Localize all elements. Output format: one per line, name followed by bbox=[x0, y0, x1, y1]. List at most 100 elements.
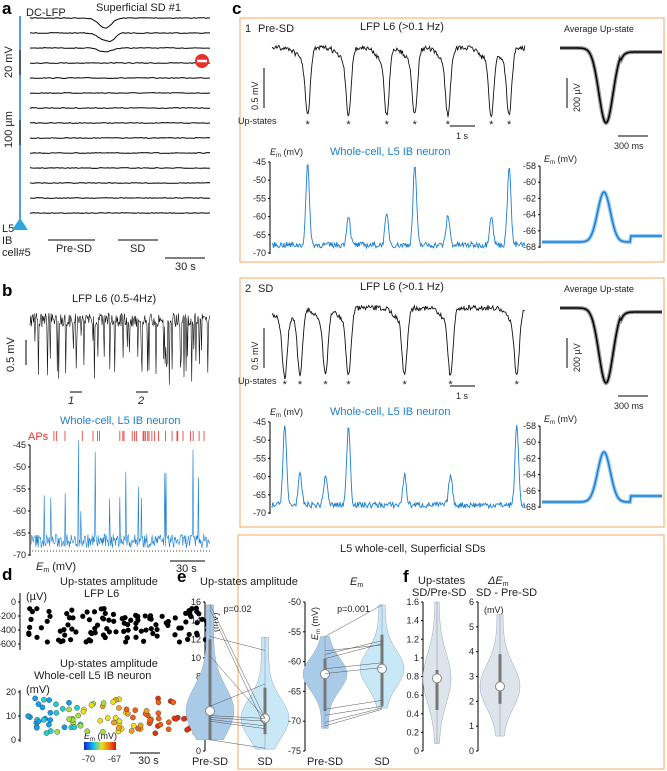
wc-amplitude-point bbox=[165, 726, 172, 733]
wc-amplitude-point bbox=[173, 716, 179, 722]
y-tick-label: -55 bbox=[253, 453, 266, 463]
e2-y-tick-label: -70 bbox=[288, 716, 301, 726]
wc-amplitude-point bbox=[155, 699, 162, 706]
mark-1: 1 bbox=[68, 395, 74, 407]
lfp-amplitude-point bbox=[176, 639, 183, 645]
avg-y-tick-label: -68 bbox=[523, 502, 536, 512]
dc-lfp-trace bbox=[29, 77, 211, 79]
wc-amplitude-point bbox=[88, 702, 95, 708]
scale-20mv: 20 mV bbox=[3, 46, 15, 78]
lfp-amplitude-point bbox=[119, 615, 125, 622]
d-title1b: LFP L6 bbox=[84, 588, 119, 600]
wc-amplitude-point bbox=[61, 724, 68, 731]
lfp-amplitude-point bbox=[106, 617, 112, 623]
wc-amplitude-point bbox=[157, 721, 164, 728]
lfp-amplitude-point bbox=[88, 630, 94, 636]
up-state-marker: * bbox=[323, 379, 328, 391]
e2-pair-line bbox=[324, 640, 383, 655]
lfp-amplitude-point bbox=[154, 626, 160, 633]
e1-pair-line bbox=[209, 739, 266, 749]
e1-pair-line bbox=[209, 715, 266, 719]
lfp-amplitude-point bbox=[121, 620, 127, 626]
e1-category-label: SD bbox=[257, 756, 272, 768]
wc-amplitude-point bbox=[97, 717, 104, 724]
lfp-amplitude-point bbox=[67, 637, 74, 643]
lfp-amplitude-point bbox=[194, 632, 200, 638]
avg-y-tick-label: -66 bbox=[523, 486, 536, 496]
up-state-marker: * bbox=[306, 119, 311, 131]
panel-c1-upstates-label: Up-states bbox=[238, 116, 277, 126]
y-tick-label: -45 bbox=[253, 157, 266, 167]
lfp-amplitude-point bbox=[104, 625, 110, 632]
lfp-amplitude-point bbox=[65, 622, 71, 628]
f2-title-2: SD - Pre-SD bbox=[476, 587, 537, 599]
lfp-amplitude-point bbox=[165, 618, 171, 625]
time-scale-a: 30 s bbox=[175, 261, 196, 273]
wc-amplitude-point bbox=[66, 716, 72, 722]
panel-c2-box bbox=[239, 277, 665, 528]
f1-y-tick-label: 1.4 bbox=[406, 616, 419, 626]
wc-amplitude-point bbox=[116, 718, 123, 725]
e2-title: Em bbox=[350, 576, 363, 589]
y-tick-label-b: -70 bbox=[13, 550, 26, 560]
wc-amplitude-point bbox=[111, 719, 117, 726]
d-y-tick-label: -400 bbox=[0, 625, 16, 635]
lfp-amplitude-point bbox=[153, 622, 159, 628]
d-title2a: Up-states amplitude bbox=[60, 658, 158, 670]
dc-lfp-trace bbox=[29, 47, 211, 53]
panel-c1-name: Pre-SD bbox=[258, 23, 294, 35]
panel-c2-wc-title: Whole-cell, L5 IB neuron bbox=[330, 406, 450, 418]
wc-amplitude-point bbox=[166, 719, 172, 726]
lfp-amplitude-point bbox=[110, 611, 117, 617]
lfp-amplitude-point bbox=[135, 614, 141, 621]
y-tick-label-b: -65 bbox=[13, 528, 26, 538]
wc-amplitude-point bbox=[35, 718, 42, 725]
avg-upstate-mean bbox=[560, 307, 662, 384]
e2-y-tick-label: -75 bbox=[288, 746, 301, 756]
panel-c1-em-label: Em (mV) bbox=[270, 147, 303, 159]
avg-y-tick-label: -62 bbox=[523, 453, 536, 463]
lfp-amplitude-point bbox=[100, 615, 106, 621]
lfp-amplitude-point bbox=[183, 619, 189, 625]
lfp-amplitude-point bbox=[102, 610, 108, 616]
panel-c1-box bbox=[239, 17, 665, 263]
wc-amplitude-point bbox=[40, 717, 47, 723]
lfp-amplitude-point bbox=[47, 613, 53, 619]
mark-2: 2 bbox=[137, 395, 144, 407]
avg-y-tick-label: -58 bbox=[523, 421, 536, 431]
e1-y-tick-label: 0 bbox=[196, 746, 201, 756]
lfp-amplitude-point bbox=[128, 617, 134, 623]
lfp-amplitude-point bbox=[172, 615, 178, 621]
avg-y-tick-label: -68 bbox=[523, 242, 536, 252]
avg-em-mean bbox=[542, 191, 662, 243]
panel-c1-scale: 0.5 mV bbox=[250, 81, 260, 110]
f2-y-tick-label: 5 bbox=[469, 622, 474, 632]
f1-y-tick-label: 0.2 bbox=[406, 727, 419, 737]
panel-a-title: Superficial SD #1 bbox=[96, 2, 181, 14]
lfp-amplitude-point bbox=[38, 625, 44, 631]
up-state-marker: * bbox=[515, 379, 520, 391]
up-state-marker: * bbox=[385, 119, 390, 131]
e2-category-label: Pre-SD bbox=[307, 756, 343, 768]
f2-y-tick-label: 0 bbox=[469, 746, 474, 756]
e2-category-label: SD bbox=[374, 756, 389, 768]
lfp-amplitude-point bbox=[69, 626, 75, 632]
lfp-amplitude-point bbox=[92, 630, 98, 636]
lfp-amplitude-point bbox=[123, 639, 129, 645]
wc-amplitude-point bbox=[100, 700, 107, 706]
f2-title-1: ΔEm bbox=[487, 575, 509, 588]
panel-c1-avg-time: 300 ms bbox=[614, 141, 644, 151]
panel-c1-lfp-title: LFP L6 (>0.1 Hz) bbox=[360, 21, 444, 33]
lfp-amplitude-point bbox=[143, 627, 149, 633]
d-y-tick-label: -200 bbox=[0, 611, 16, 621]
lfp-amplitude-point bbox=[154, 633, 160, 639]
cbar-label: Em (mV) bbox=[84, 731, 117, 743]
em-label-b: Em (mV) bbox=[36, 561, 76, 574]
lfp-amplitude-point bbox=[44, 639, 50, 645]
y-tick-label-b: -45 bbox=[13, 440, 26, 450]
lfp-amplitude-point bbox=[138, 628, 144, 634]
dc-lfp-trace bbox=[29, 137, 211, 139]
panel-c1-avg-scale: 200 µV bbox=[572, 83, 582, 112]
d-y-tick-label-2: 0 bbox=[11, 735, 16, 745]
time-scale-d: 30 s bbox=[138, 755, 159, 767]
